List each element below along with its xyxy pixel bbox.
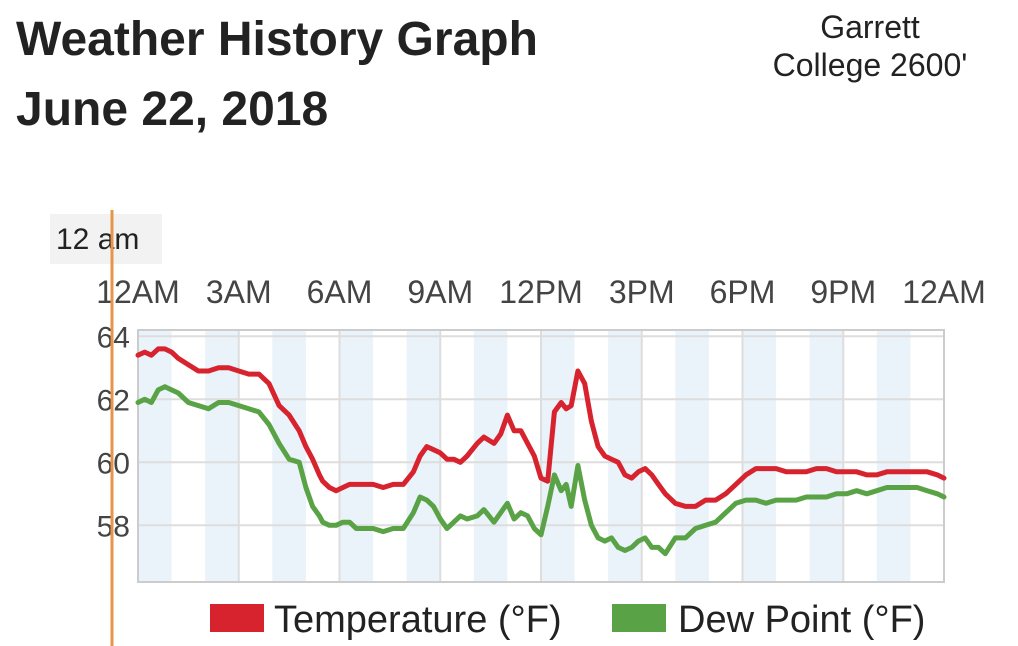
x-tick-label: 3AM xyxy=(206,274,272,310)
x-tick-label: 3PM xyxy=(609,274,675,310)
x-axis-labels: 12AM 3AM 6AM 9AM 12PM 3PM 6PM 9PM 12AM xyxy=(96,274,986,310)
x-tick-label: 12AM xyxy=(96,274,180,310)
x-tick-label: 12AM xyxy=(902,274,986,310)
hour-band xyxy=(876,330,911,582)
x-tick-label: 6PM xyxy=(710,274,776,310)
hour-band xyxy=(406,330,441,582)
chart-legend: Temperature (°F) Dew Point (°F) xyxy=(210,599,925,641)
time-cursor[interactable]: 12 am xyxy=(50,210,162,646)
dew-point-series-line xyxy=(135,384,947,557)
legend-label-temperature: Temperature (°F) xyxy=(274,599,562,641)
series-lines xyxy=(135,346,947,557)
page-title-line-2: June 22, 2018 xyxy=(16,83,329,136)
cursor-label-box xyxy=(50,214,162,264)
hour-band xyxy=(742,330,777,582)
hour-band xyxy=(809,330,844,582)
plot-border xyxy=(137,329,945,583)
x-tick-label: 9AM xyxy=(407,274,473,310)
cursor-label: 12 am xyxy=(56,223,139,256)
plot-frame xyxy=(137,329,945,583)
page-title-line-1: Weather History Graph xyxy=(16,13,538,66)
legend-swatch-temperature xyxy=(210,604,264,632)
hour-bands xyxy=(138,330,911,582)
hour-band xyxy=(138,330,172,582)
hour-band xyxy=(541,330,575,582)
station-name-line-2: College 2600' xyxy=(772,47,968,83)
temperature-series-line xyxy=(135,346,947,509)
x-tick-label: 6AM xyxy=(307,274,373,310)
legend-label-dew-point: Dew Point (°F) xyxy=(678,599,925,641)
station-name-line-1: Garrett xyxy=(820,9,920,45)
x-tick-label: 9PM xyxy=(810,274,876,310)
x-tick-label: 12PM xyxy=(499,274,583,310)
station-name: Garrett College 2600' xyxy=(740,8,1000,84)
hour-band xyxy=(675,330,709,582)
hour-band xyxy=(473,330,508,582)
legend-swatch-dew-point xyxy=(612,604,666,632)
hour-band xyxy=(339,330,374,582)
